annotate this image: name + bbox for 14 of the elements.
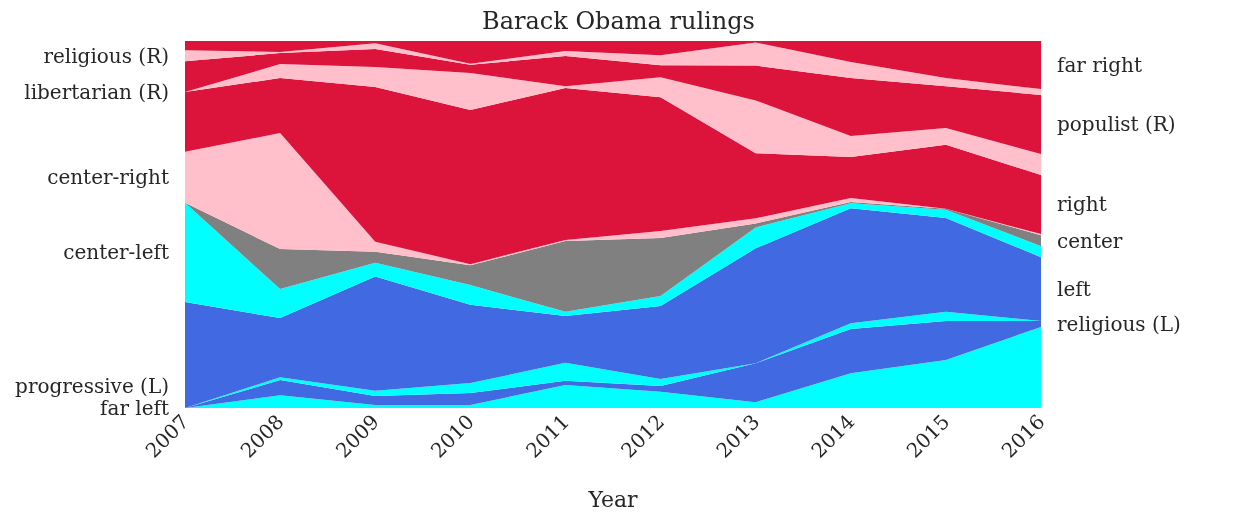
series-label: center-left (63, 240, 169, 265)
series-label: religious (R) (43, 43, 169, 68)
series-label: center-right (47, 165, 169, 190)
series-label: right (1057, 192, 1107, 217)
series-label: center (1057, 228, 1123, 253)
series-label: progressive (L) (15, 374, 169, 398)
series-label: libertarian (R) (24, 80, 169, 105)
series-label: left (1057, 277, 1091, 302)
series-label: far right (1057, 53, 1142, 78)
chart-title: Barack Obama rulings (482, 7, 755, 35)
series-label: religious (L) (1057, 311, 1181, 336)
series-label: populist (R) (1057, 112, 1176, 137)
series-label: far left (100, 396, 169, 420)
x-axis-title: Year (587, 486, 639, 512)
